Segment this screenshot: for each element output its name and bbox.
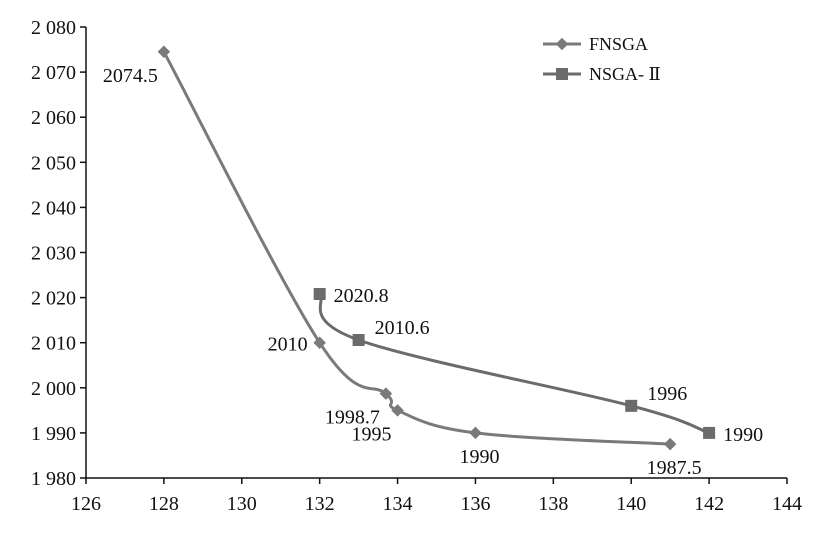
series-line-fnsga [162,50,672,446]
y-tick-label: 2 080 [31,17,76,39]
data-label-nsga2: 2010.6 [375,317,430,339]
series-nsga2 [313,287,716,439]
y-tick-label: 2 070 [31,62,76,84]
y-tick-label: 2 030 [31,243,76,265]
series-line-nsga2 [318,292,711,435]
x-tick-label: 142 [694,493,724,515]
x-tick-label: 134 [383,493,413,515]
data-label-fnsga: 1990 [459,446,499,468]
legend-label-nsga2: NSGA- Ⅱ [589,64,661,84]
legend-marker-nsga2 [556,68,568,80]
series-fnsga [157,45,677,451]
data-point-fnsga [469,426,482,440]
x-tick-label: 140 [616,493,646,515]
series-layer [157,45,716,451]
data-point-fnsga [157,45,171,59]
axes [85,27,787,479]
legend-item-fnsga: FNSGA [543,34,648,54]
data-point-fnsga [379,387,393,400]
data-label-fnsga: 2010 [268,334,308,356]
y-tick-label: 2 010 [31,333,76,355]
x-tick-label: 144 [772,493,802,515]
data-point-nsga2 [625,399,638,412]
data-point-fnsga [313,336,326,349]
legend: FNSGA NSGA- Ⅱ [543,34,661,84]
data-point-nsga2 [352,333,365,346]
legend-label-fnsga: FNSGA [589,34,648,54]
x-ticks: 126 128 130 132 134 136 138 140 142 144 [71,478,802,515]
data-point-fnsga [663,437,677,451]
x-tick-label: 126 [71,493,101,515]
y-tick-label: 1 980 [31,468,76,490]
data-label-fnsga: 1995 [352,423,392,445]
y-tick-label: 2 040 [31,197,76,219]
x-tick-label: 132 [305,493,335,515]
data-label-fnsga: 2074.5 [103,65,158,87]
y-tick-label: 2 050 [31,152,76,174]
data-point-fnsga [391,404,404,417]
data-point-nsga2 [313,287,326,300]
x-tick-label: 138 [538,493,568,515]
data-label-nsga2: 1996 [647,383,687,405]
y-tick-label: 2 000 [31,378,76,400]
data-label-nsga2: 2020.8 [334,285,389,307]
x-tick-label: 136 [460,493,490,515]
y-tick-label: 1 990 [31,423,76,445]
legend-marker-fnsga [555,37,569,51]
data-point-nsga2 [703,426,716,439]
x-tick-label: 128 [149,493,179,515]
y-tick-label: 2 020 [31,288,76,310]
y-ticks: 1 980 1 990 2 000 2 010 2 020 2 030 2 040 2 050… [31,17,86,490]
legend-item-nsga2: NSGA- Ⅱ [543,64,661,84]
data-label-nsga2: 1990 [723,424,763,446]
data-label-fnsga: 1987.5 [647,457,702,479]
x-tick-label: 130 [227,493,257,515]
y-tick-label: 2 060 [31,107,76,129]
data-label-fnsga: 1998.7 [325,407,380,429]
